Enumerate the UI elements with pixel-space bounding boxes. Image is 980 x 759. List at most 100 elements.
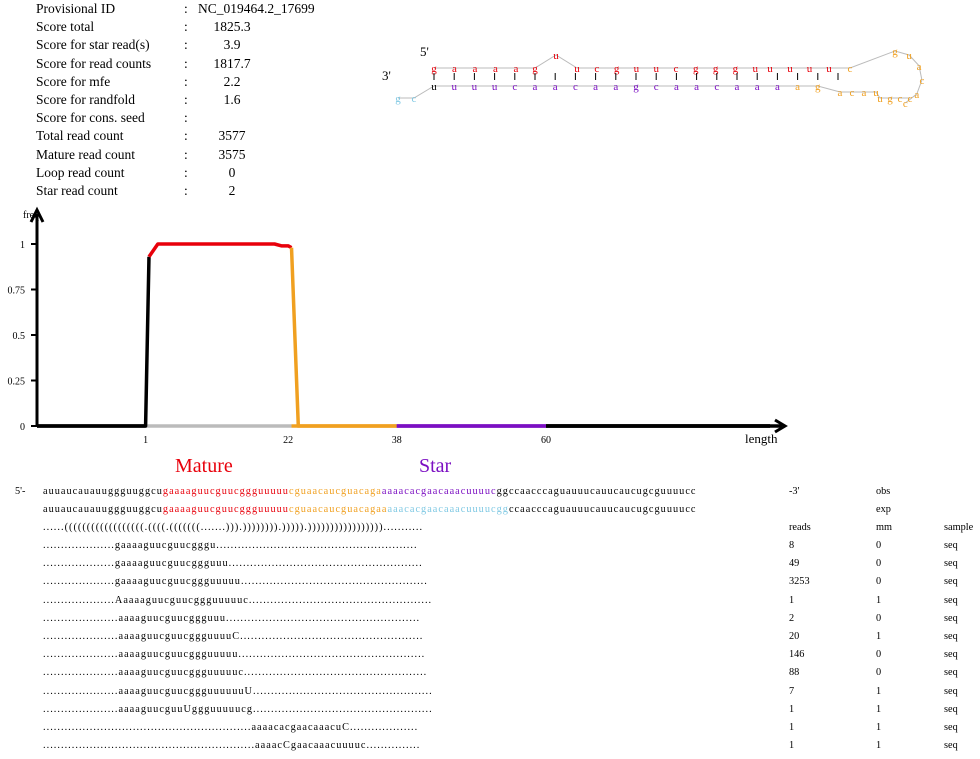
- hairpin-base: g: [693, 63, 699, 75]
- sample-name: seq: [944, 685, 958, 697]
- hairpin-base: c: [898, 93, 903, 105]
- hairpin-base: u: [451, 81, 457, 93]
- hairpin-base: a: [838, 87, 843, 99]
- sequence-segment-flank5: ggccaacccaguauuucauucaucugcguuuucc: [496, 486, 697, 497]
- hairpin-base: g: [633, 81, 639, 93]
- x-tick-label: 38: [392, 435, 402, 446]
- obs-sequence: auuaucauauuggguuggcugaaaaguucguucggguuuu…: [43, 483, 697, 501]
- hairpin-base: a: [862, 87, 867, 99]
- stats-row: Score for randfold: 1.6: [36, 91, 358, 109]
- stats-label: Mature read count: [36, 146, 135, 162]
- stats-value: 2: [228, 183, 236, 199]
- hairpin-base: u: [431, 81, 437, 93]
- hairpin-base: a: [613, 81, 618, 93]
- hairpin-base: a: [775, 81, 780, 93]
- hairpin-base: u: [553, 50, 559, 62]
- read-sequence: ....................Aaaaaguucguucggguuuu…: [43, 594, 433, 606]
- stats-value: 3575: [218, 146, 246, 162]
- read-sequence: .....................aaaaguucguucggguuuu…: [43, 667, 428, 679]
- read-count: 8: [789, 540, 795, 551]
- stats-row: Mature read count: 3575: [36, 146, 358, 164]
- y-axis-arrow: [29, 206, 45, 223]
- hairpin-base: c: [512, 81, 517, 93]
- read-sequence: .....................aaaaguucguuUggguuuu…: [43, 703, 433, 715]
- stats-row: Loop read count: 0: [36, 164, 358, 182]
- x-tick-label: 1: [143, 435, 148, 446]
- read-sequence: .....................aaaaguucguucggguuuu…: [43, 685, 433, 697]
- read-count: 2: [789, 612, 795, 624]
- hairpin-base: a: [795, 81, 800, 93]
- hairpin-base: a: [694, 81, 699, 93]
- stats-separator: :: [184, 73, 188, 89]
- mature-label: Mature: [175, 455, 233, 477]
- y-tick-label: 0.75: [8, 286, 26, 297]
- read-sequence: ....................gaaaaguucguucggguuuu…: [43, 576, 428, 588]
- mismatch-count: 0: [876, 667, 882, 679]
- mismatch-count: 1: [876, 703, 882, 715]
- x-tick-label: 60: [541, 435, 551, 446]
- stats-row: Score for star read(s): 3.9: [36, 36, 358, 54]
- read-sequence: .....................aaaaguucguucggguuuu…: [43, 649, 426, 661]
- stats-separator: :: [184, 183, 188, 199]
- hairpin-base: u: [574, 63, 580, 75]
- hairpin-base: g: [887, 93, 893, 105]
- star-label: Star: [419, 455, 452, 477]
- read-sequence: .....................aaaaguucguucggguuuu…: [43, 631, 424, 642]
- stats-label: Score for cons. seed: [36, 110, 145, 126]
- mismatch-count: 0: [876, 649, 882, 661]
- stats-separator: :: [184, 146, 188, 162]
- hairpin-base: u: [492, 81, 498, 93]
- stats-value: 1.6: [223, 92, 241, 108]
- stats-label: Score for star read(s): [36, 37, 150, 53]
- hairpin-base: u: [787, 63, 793, 75]
- mismatch-count: 1: [876, 722, 882, 733]
- sample-name: seq: [944, 612, 958, 624]
- hairpin-base: u: [634, 63, 640, 75]
- hairpin-base: c: [674, 63, 679, 75]
- x-axis-arrow: [774, 418, 788, 434]
- hairpin-base: u: [653, 63, 659, 75]
- hairpin-base: a: [917, 61, 922, 73]
- sample-name: seq: [944, 740, 958, 752]
- hairpin-base: g: [892, 46, 898, 58]
- stats-value: 1817.7: [213, 55, 251, 71]
- stats-row: Star read count: 2: [36, 182, 358, 200]
- hairpin-base: a: [473, 63, 478, 75]
- hairpin-base: u: [752, 63, 758, 75]
- hairpin-base: a: [452, 63, 457, 75]
- stats-value: NC_019464.2_17699: [198, 1, 315, 16]
- sequence-segment-flank5: auuaucauauuggguuggcu: [43, 504, 163, 515]
- read-sequence: ........................................…: [43, 740, 421, 752]
- sequence-segment-flank5: auuaucauauuggguuggcu: [43, 486, 163, 497]
- hairpin-base: c: [714, 81, 719, 93]
- obs-label: obs: [876, 486, 891, 497]
- mismatch-count: 1: [876, 594, 882, 606]
- hairpin-base: c: [903, 98, 908, 110]
- stats-value: 0: [228, 164, 236, 180]
- stats-separator: :: [184, 19, 188, 35]
- stats-separator: :: [184, 164, 188, 180]
- read-count: 1: [789, 740, 795, 752]
- hairpin-base: a: [533, 81, 538, 93]
- stats-value: 2.2: [223, 73, 241, 89]
- stats-separator: :: [184, 55, 188, 71]
- stats-value: 1825.3: [213, 19, 251, 35]
- dot-bracket-structure: ......((((((((((((((((((.((((.(((((((...…: [43, 522, 424, 533]
- read-count: 88: [789, 667, 800, 679]
- sample-name: seq: [944, 558, 958, 570]
- stats-row: Total read count: 3577: [36, 127, 358, 145]
- stats-row: Score for cons. seed:: [36, 109, 358, 127]
- hairpin-base: g: [733, 63, 739, 75]
- hairpin-base: a: [755, 81, 760, 93]
- hairpin-base: a: [514, 63, 519, 75]
- mismatch-count: 0: [876, 612, 882, 624]
- stats-separator: :: [184, 1, 188, 16]
- x-axis-label: length: [745, 431, 778, 446]
- stats-separator: :: [184, 110, 188, 126]
- hairpin-base: g: [431, 63, 437, 75]
- read-count: 20: [789, 631, 800, 642]
- y-tick-label: 0.25: [8, 377, 26, 388]
- stats-separator: :: [184, 128, 188, 144]
- read-count: 1: [789, 594, 795, 606]
